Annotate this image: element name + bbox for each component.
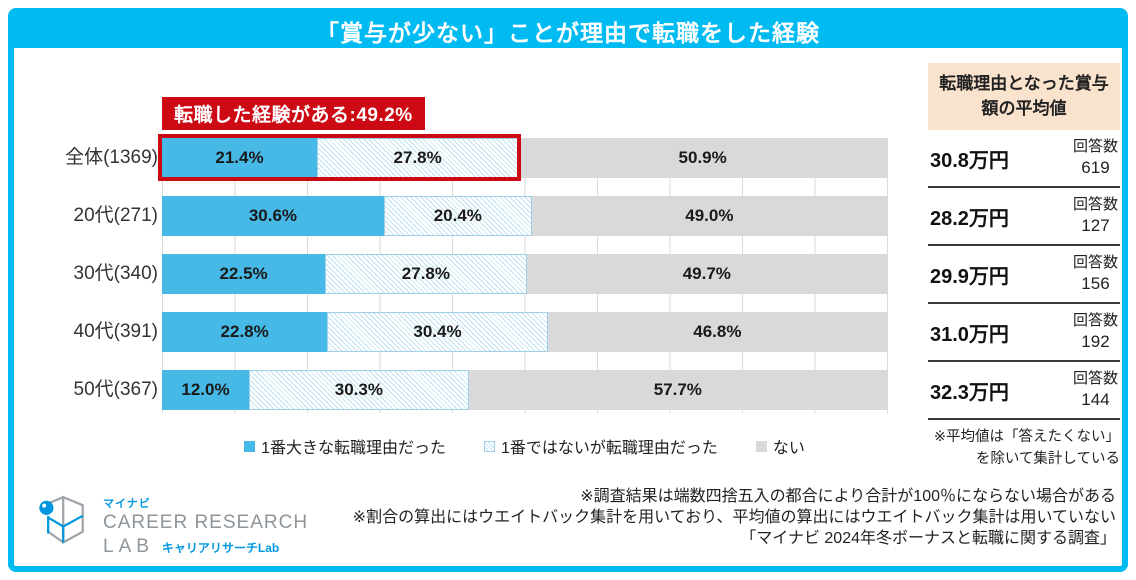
chart-body: 全体(1369) 20代(271) 30代(340) 40代(391) 50代(367)… bbox=[14, 48, 1122, 566]
data-label: 20.4% bbox=[433, 206, 482, 225]
data-label: 50.9% bbox=[678, 148, 727, 167]
data-label: 30.6% bbox=[248, 206, 298, 225]
table-row: 32.3万円 回答数 144 bbox=[928, 362, 1120, 421]
bar-segment: 22.8% bbox=[162, 312, 328, 352]
bar-row: 12.0% 30.3% 57.7% bbox=[162, 370, 887, 410]
legend-label: 1番大きな転職理由だった bbox=[261, 440, 446, 457]
table-row: 30.8万円 回答数 619 bbox=[928, 130, 1120, 189]
bar-row: 22.8% 30.4% 46.8% bbox=[162, 312, 887, 352]
table-header: 転職理由となった賞与額の平均値 bbox=[928, 63, 1120, 131]
respondent-count: 回答数 619 bbox=[1073, 138, 1118, 178]
bar-segment: 27.8% bbox=[316, 138, 519, 178]
average-value: 31.0万円 bbox=[930, 323, 1009, 346]
bar-segment: 20.4% bbox=[383, 196, 532, 236]
category-label: 30代(340) bbox=[73, 263, 159, 284]
legend-item: 1番大きな転職理由だった bbox=[244, 434, 446, 458]
bar-row: 22.5% 27.8% 49.7% bbox=[162, 254, 887, 294]
bar-segment: 21.4% bbox=[162, 138, 317, 178]
legend: 1番大きな転職理由だった 1番ではないが転職理由だった ない bbox=[162, 434, 887, 458]
footnotes: ※調査結果は端数四捨五入の都合により合計が100％にならない場合がある ※割合の算… bbox=[353, 486, 1116, 549]
cube-logo-icon bbox=[39, 495, 84, 545]
bar-segment: 30.6% bbox=[162, 196, 384, 236]
count-number: 127 bbox=[1081, 216, 1110, 236]
legend-item: ない bbox=[755, 434, 805, 458]
category-labels: 全体(1369) 20代(271) 30代(340) 40代(391) 50代(367) bbox=[14, 138, 158, 413]
legend-swatch-icon bbox=[755, 440, 767, 452]
data-label: 30.3% bbox=[334, 380, 383, 399]
count-label: 回答数 bbox=[1072, 370, 1118, 388]
legend-swatch-icon bbox=[483, 440, 495, 452]
logo-line2: LAB bbox=[103, 535, 154, 557]
highlight-annotation: 転職した経験がある:49.2% bbox=[162, 97, 425, 130]
average-value: 30.8万円 bbox=[930, 149, 1009, 172]
plot-area: 転職した経験がある:49.2% 21.4% 27.8% 50.9% 30.6% 20.4… bbox=[158, 97, 888, 413]
count-label: 回答数 bbox=[1072, 138, 1118, 156]
category-label: 50代(367) bbox=[73, 379, 159, 400]
table-row: 31.0万円 回答数 192 bbox=[928, 304, 1120, 363]
logo-brand: マイナビ bbox=[103, 498, 151, 510]
legend-label: ない bbox=[772, 440, 805, 457]
table-row: 28.2万円 回答数 127 bbox=[928, 188, 1120, 247]
bar-segment: 30.3% bbox=[249, 370, 469, 410]
bar-segment: 30.4% bbox=[327, 312, 548, 352]
logo-subtitle: キャリアリサーチLab bbox=[161, 540, 280, 555]
data-label: 57.7% bbox=[653, 380, 702, 399]
data-label: 27.8% bbox=[401, 264, 450, 283]
respondent-count: 回答数 127 bbox=[1073, 196, 1118, 236]
category-label: 40代(391) bbox=[73, 321, 159, 342]
data-label: 22.5% bbox=[219, 264, 268, 283]
count-number: 144 bbox=[1081, 390, 1110, 410]
data-label: 21.4% bbox=[215, 148, 264, 167]
chart-title-bar: 「賞与が少ない」ことが理由で転職をした経験 bbox=[14, 14, 1122, 48]
table-row: 29.9万円 回答数 156 bbox=[928, 246, 1120, 305]
bar-segment: 22.5% bbox=[162, 254, 326, 294]
footnote-line: ※調査結果は端数四捨五入の都合により合計が100％にならない場合がある bbox=[580, 488, 1116, 505]
logo-line1: CAREER RESEARCH bbox=[103, 512, 309, 533]
data-label: 49.7% bbox=[682, 264, 731, 283]
footnote-line: 「マイナビ 2024年冬ボーナスと転職に関する調査」 bbox=[740, 530, 1116, 547]
data-label: 49.0% bbox=[685, 206, 734, 225]
data-label: 27.8% bbox=[393, 148, 442, 167]
average-bonus-table: 転職理由となった賞与額の平均値 30.8万円 回答数 619 28.2万円 回答数 127… bbox=[928, 48, 1120, 471]
bar-row: 21.4% 27.8% 50.9% bbox=[162, 138, 887, 178]
table-footnote: ※平均値は「答えたくない」を除いて集計している bbox=[933, 429, 1120, 468]
count-number: 192 bbox=[1081, 332, 1110, 352]
count-label: 回答数 bbox=[1072, 254, 1118, 272]
bar-segment: 46.8% bbox=[547, 312, 887, 352]
career-research-lab-logo: マイナビ CAREER RESEARCH LAB キャリアリサーチLab bbox=[34, 492, 308, 558]
data-label: 30.4% bbox=[413, 322, 462, 341]
data-label: 12.0% bbox=[181, 380, 230, 399]
chart-frame: 「賞与が少ない」ことが理由で転職をした経験 全体(1369) 20代(271) 30… bbox=[8, 8, 1128, 572]
data-label: 22.8% bbox=[220, 322, 269, 341]
average-value: 28.2万円 bbox=[930, 207, 1009, 230]
respondent-count: 回答数 156 bbox=[1073, 254, 1118, 294]
average-value: 29.9万円 bbox=[930, 265, 1009, 288]
avg-table-rows: 30.8万円 回答数 619 28.2万円 回答数 127 29.9万円 回答数 156 31.0… bbox=[928, 130, 1120, 421]
page-title: 「賞与が少ない」ことが理由で転職をした経験 bbox=[316, 20, 820, 46]
count-label: 回答数 bbox=[1072, 196, 1118, 214]
count-number: 619 bbox=[1081, 158, 1110, 178]
count-label: 回答数 bbox=[1072, 312, 1118, 330]
bar-segment: 27.8% bbox=[325, 254, 527, 294]
respondent-count: 回答数 192 bbox=[1073, 312, 1118, 352]
footnote-line: ※割合の算出にはウエイトバック集計を用いており、平均値の算出にはウエイトバック集… bbox=[352, 509, 1116, 526]
bar-row: 30.6% 20.4% 49.0% bbox=[162, 196, 887, 236]
legend-item: 1番ではないが転職理由だった bbox=[483, 434, 718, 458]
data-label: 46.8% bbox=[693, 322, 742, 341]
average-value: 32.3万円 bbox=[930, 381, 1009, 404]
logo-text: マイナビ CAREER RESEARCH LAB キャリアリサーチLab bbox=[103, 495, 308, 558]
respondent-count: 回答数 144 bbox=[1073, 370, 1118, 410]
category-label: 全体(1369) bbox=[65, 147, 158, 168]
bar-segment: 57.7% bbox=[468, 370, 887, 410]
bar-segment: 49.0% bbox=[531, 196, 887, 236]
legend-label: 1番ではないが転職理由だった bbox=[500, 440, 718, 457]
category-label: 20代(271) bbox=[73, 205, 159, 226]
count-number: 156 bbox=[1081, 274, 1110, 294]
bar-segment: 12.0% bbox=[162, 370, 249, 410]
bar-segment: 50.9% bbox=[518, 138, 887, 178]
bar-segment: 49.7% bbox=[526, 254, 887, 294]
legend-swatch-icon bbox=[244, 440, 256, 452]
